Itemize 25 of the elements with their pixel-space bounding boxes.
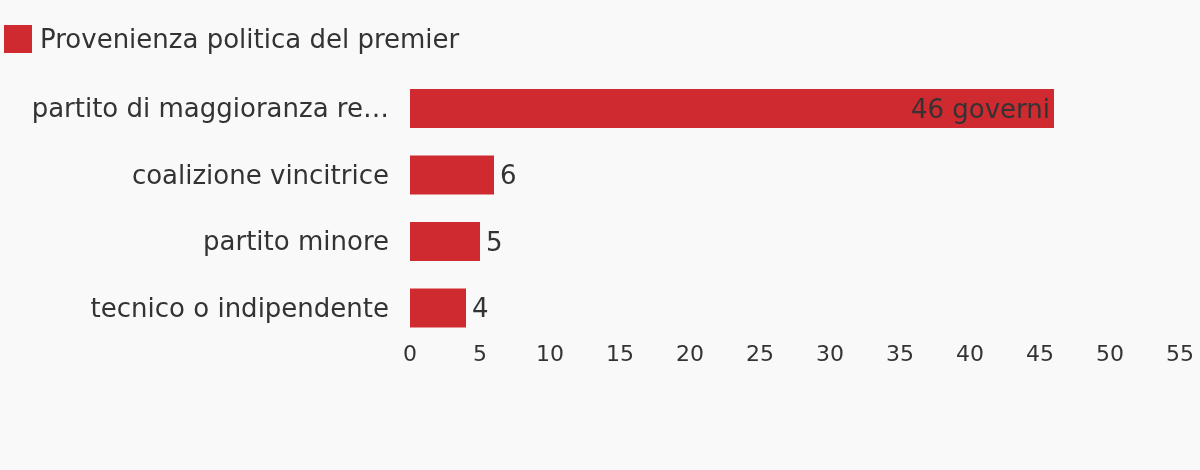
x-tick-label: 15 <box>606 341 634 366</box>
data-label: 5 <box>486 226 503 257</box>
x-tick-label: 35 <box>886 341 914 366</box>
x-tick-label: 50 <box>1096 341 1124 366</box>
x-tick-label: 10 <box>536 341 564 366</box>
data-label: 6 <box>500 160 517 190</box>
x-tick-label: 30 <box>816 341 844 366</box>
x-tick-label: 45 <box>1026 341 1054 366</box>
bar <box>410 288 466 328</box>
x-tick-label: 40 <box>956 341 984 366</box>
x-tick-label: 55 <box>1166 341 1194 366</box>
x-tick-label: 0 <box>403 341 417 366</box>
bar <box>410 89 1054 128</box>
legend-label: Provenienza politica del premier <box>40 24 460 54</box>
bar <box>410 155 494 195</box>
y-tick-label: coalizione vincitrice <box>131 159 389 190</box>
y-tick-label: tecnico o indipendente <box>90 292 389 323</box>
data-label: 46 governi <box>910 93 1050 124</box>
x-tick-label: 20 <box>676 341 704 366</box>
data-label: 4 <box>472 293 489 323</box>
x-tick-label: 25 <box>746 341 774 366</box>
y-tick-label: partito di maggioranza re… <box>31 93 389 124</box>
bar <box>410 222 480 261</box>
x-tick-label: 5 <box>473 341 487 366</box>
y-tick-label: partito minore <box>203 226 389 257</box>
